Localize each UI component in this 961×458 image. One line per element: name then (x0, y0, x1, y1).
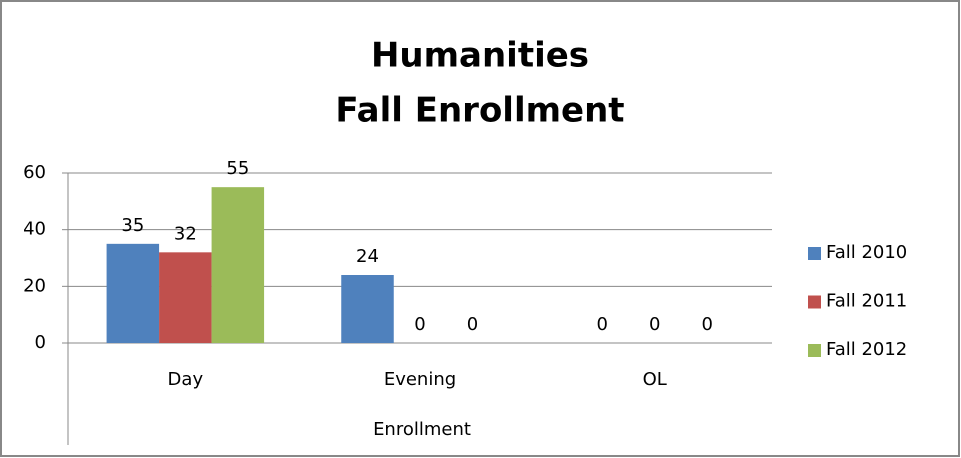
x-tick-label: OL (643, 369, 667, 390)
data-label: 0 (467, 314, 478, 335)
x-axis-label: Enrollment (373, 419, 471, 440)
x-tick-label: Evening (384, 369, 456, 390)
legend-label: Fall 2012 (826, 339, 907, 360)
data-label: 0 (701, 314, 712, 335)
y-tick-label: 40 (23, 219, 46, 240)
legend-label: Fall 2011 (826, 291, 907, 312)
chart-title: Fall Enrollment (335, 91, 624, 131)
bar (341, 275, 394, 343)
chart-title: Humanities (371, 36, 589, 76)
data-label: 0 (596, 314, 607, 335)
y-tick-label: 20 (23, 275, 46, 296)
data-label: 35 (121, 215, 144, 236)
data-label: 0 (414, 314, 425, 335)
bar (106, 243, 160, 343)
y-tick-label: 0 (35, 332, 46, 353)
legend-swatch (808, 295, 821, 309)
legend-swatch (808, 344, 821, 357)
bar (211, 187, 265, 343)
data-label: 24 (356, 246, 379, 267)
legend-label: Fall 2010 (826, 242, 907, 263)
bar (159, 252, 212, 343)
data-label: 0 (649, 314, 660, 335)
data-label: 32 (174, 223, 197, 244)
data-label: 55 (226, 158, 249, 179)
y-tick-label: 60 (23, 162, 46, 183)
legend-swatch (808, 247, 821, 260)
x-tick-label: Day (168, 369, 204, 390)
